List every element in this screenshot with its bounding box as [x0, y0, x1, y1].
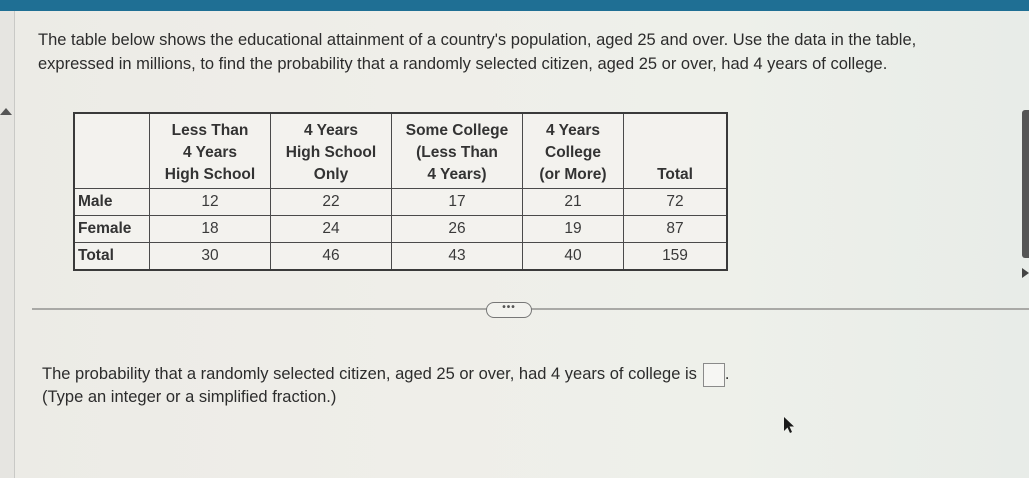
header-line: (or More) [539, 166, 607, 183]
cell: 12 [149, 188, 271, 216]
row-label: Female [73, 215, 150, 243]
question-text: The table below shows the educational at… [38, 31, 917, 73]
answer-input[interactable] [702, 362, 725, 387]
header-line: (Less Than [416, 144, 498, 161]
scrollbar-handle[interactable] [1022, 110, 1029, 258]
header-empty [73, 112, 150, 189]
header-line: Only [313, 166, 349, 183]
more-options-button[interactable]: ••• [486, 302, 532, 318]
header-line: 4 Years [545, 122, 601, 139]
cell: 19 [522, 215, 624, 243]
header-line: 4 Years) [427, 166, 487, 183]
cell: 22 [270, 188, 392, 216]
cell: 46 [270, 242, 392, 271]
header-line: Total [657, 166, 693, 183]
mouse-cursor-icon [784, 417, 794, 433]
header-line: 4 Years [303, 122, 359, 139]
top-bar [0, 0, 1029, 11]
expand-right-arrow-icon[interactable] [1022, 268, 1029, 278]
cell: 72 [623, 188, 728, 216]
cell: 43 [391, 242, 523, 271]
cell: 17 [391, 188, 523, 216]
row-label: Total [73, 242, 150, 271]
header-4yr-college: 4 Years College (or More) [522, 112, 624, 189]
header-line: College [545, 144, 601, 161]
cell: 159 [623, 242, 728, 271]
header-less-than-hs: Less Than 4 Years High School [149, 112, 271, 189]
header-line: 4 Years [182, 144, 238, 161]
table-row: Female 18 24 26 19 87 [73, 215, 728, 243]
cell: 87 [623, 215, 728, 243]
header-line: Less Than [171, 122, 249, 139]
answer-prompt: The probability that a randomly selected… [42, 365, 697, 383]
answer-suffix: . [724, 365, 730, 383]
header-total: Total [623, 112, 728, 189]
table-row: Total 30 46 43 40 159 [73, 242, 728, 271]
row-label: Male [73, 188, 150, 216]
collapse-up-arrow-icon[interactable] [0, 108, 12, 115]
header-line: High School [164, 166, 256, 183]
left-panel-rail [0, 11, 15, 478]
answer-line: The probability that a randomly selected… [42, 362, 729, 387]
cell: 18 [149, 215, 271, 243]
header-hs-only: 4 Years High School Only [270, 112, 392, 189]
cell: 21 [522, 188, 624, 216]
header-some-college: Some College (Less Than 4 Years) [391, 112, 523, 189]
cell: 26 [391, 215, 523, 243]
answer-hint: (Type an integer or a simplified fractio… [42, 388, 337, 406]
attainment-table: Less Than 4 Years High School 4 Years Hi… [73, 112, 728, 271]
header-line: High School [285, 144, 377, 161]
cell: 24 [270, 215, 392, 243]
table-row: Male 12 22 17 21 72 [73, 188, 728, 216]
cell: 30 [149, 242, 271, 271]
cell: 40 [522, 242, 624, 271]
header-line: Some College [405, 122, 509, 139]
table-header-row: Less Than 4 Years High School 4 Years Hi… [73, 112, 728, 189]
